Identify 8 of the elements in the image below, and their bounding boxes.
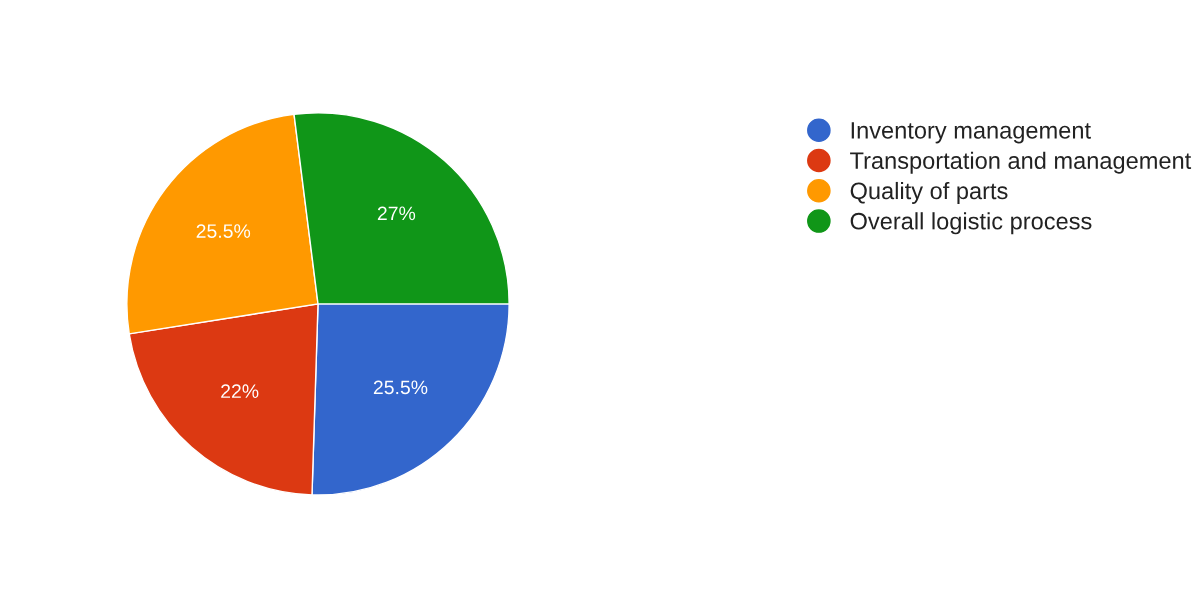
legend-label: Quality of parts [850, 181, 1008, 204]
legend-label: Overall logistic process [850, 212, 1092, 235]
legend-label: Transportation and management [850, 151, 1192, 174]
data-label: 27% [377, 206, 416, 221]
legend-label: Inventory management [851, 122, 1091, 144]
data-label: 25.5% [373, 380, 428, 395]
data-label: 22% [221, 384, 259, 398]
data-label: 25.5% [196, 224, 251, 238]
